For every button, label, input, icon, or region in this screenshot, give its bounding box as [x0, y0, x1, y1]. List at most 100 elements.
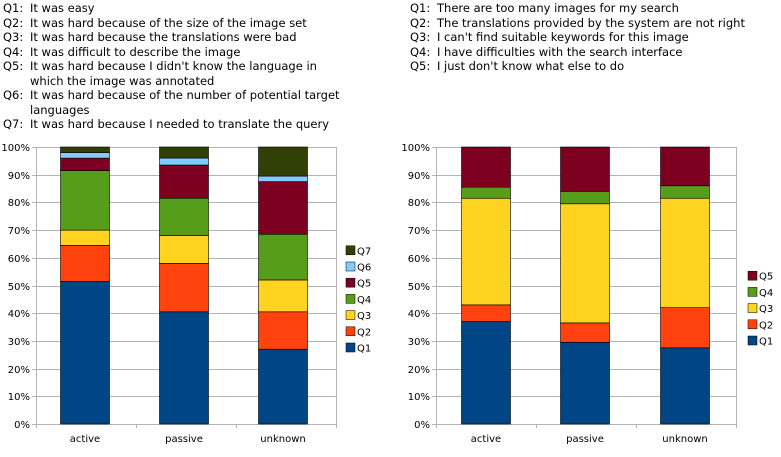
y-tick-label: 90% — [408, 171, 430, 182]
y-tick-label: 10% — [8, 392, 30, 403]
left-legend-item-key: Q6: — [3, 88, 24, 102]
bar-unknown-Q7 — [258, 146, 308, 177]
right-legend-item-key: Q1: — [410, 1, 431, 15]
x-category-label: unknown — [260, 434, 305, 445]
y-tick-label: 30% — [8, 337, 30, 348]
legend-label-Q7: Q7 — [357, 246, 371, 257]
legend-swatch-Q1 — [345, 342, 356, 353]
right-question-legend: Q1: There are too many images for my sear… — [410, 1, 780, 74]
bar-passive-Q2 — [159, 263, 209, 313]
left-legend-item-key: Q1: — [3, 1, 24, 15]
bar-unknown-Q1 — [258, 348, 308, 425]
y-tick-label: 20% — [8, 365, 30, 376]
bar-unknown-Q3 — [660, 197, 710, 308]
y-tick-label: 10% — [408, 392, 430, 403]
y-tick-label: 20% — [408, 365, 430, 376]
left-legend-item-text: It was hard because of the size of the i… — [30, 15, 307, 30]
bar-passive-Q4 — [159, 197, 209, 236]
bar-active-Q6 — [60, 152, 110, 159]
legend-swatch-Q1 — [747, 335, 758, 346]
left-question-legend: Q1: It was easy Q2: It was hard because of … — [3, 1, 348, 132]
bar-passive-Q5 — [159, 164, 209, 199]
right-legend-item-key: Q3: — [410, 30, 431, 44]
left-legend-item-key: Q2: — [3, 15, 24, 30]
left-legend-item-text: It was hard because of the number of pot… — [30, 88, 340, 117]
left-legend-item-4: Q4: It was difficult to describe the imag… — [3, 45, 348, 60]
left-legend-item-text: It was hard because the translations wer… — [30, 30, 297, 44]
bar-unknown-Q2 — [660, 307, 710, 349]
bar-unknown-Q5 — [258, 181, 308, 235]
bar-unknown-Q2 — [258, 311, 308, 350]
legend-swatch-Q7 — [345, 245, 356, 256]
right-legend-item-text: I just don't know what else to do — [437, 59, 625, 73]
bar-passive-Q5 — [560, 146, 610, 192]
y-tick-label: 60% — [408, 254, 430, 265]
bar-unknown-Q5 — [660, 146, 710, 187]
bar-active-Q2 — [461, 304, 511, 322]
x-category-label: active — [70, 434, 100, 445]
left-legend-item-2: Q2: It was hard because of the size of th… — [3, 16, 348, 31]
x-category-label: passive — [566, 434, 604, 445]
right-legend-item-key: Q2: — [410, 15, 431, 30]
y-tick-label: 90% — [8, 171, 30, 182]
bar-active-Q5 — [60, 157, 110, 171]
y-tick-label: 60% — [8, 254, 30, 265]
bar-active-Q7 — [60, 146, 110, 153]
bar-unknown-Q4 — [258, 233, 308, 281]
legend-label-Q3: Q3 — [759, 304, 773, 315]
y-tick-label: 80% — [8, 198, 30, 209]
left-legend-item-key: Q3: — [3, 30, 24, 44]
chart-1: 0% 10% 20% 30% 40% 50% 60% 70% 80% 90% 100% active p… — [1, 143, 371, 445]
bar-unknown-Q6 — [258, 175, 308, 182]
bar-active-Q1 — [461, 321, 511, 425]
legend-label-Q4: Q4 — [759, 288, 773, 299]
left-legend-item-text: It was easy — [30, 1, 95, 15]
left-legend-item-5: Q5: It was hard because I didn't know the… — [3, 59, 348, 88]
left-legend-item-3: Q3: It was hard because the translations … — [3, 30, 348, 45]
y-tick-label: 80% — [408, 198, 430, 209]
x-category-label: passive — [165, 434, 203, 445]
legend-label-Q2: Q2 — [759, 320, 773, 331]
legend-swatch-Q5 — [747, 270, 758, 281]
bar-passive-Q4 — [560, 191, 610, 205]
left-legend-item-key: Q5: — [3, 59, 24, 73]
bar-active-Q3 — [60, 229, 110, 246]
legend-swatch-Q3 — [747, 303, 758, 313]
bar-active-Q1 — [60, 281, 110, 425]
bar-passive-Q1 — [560, 341, 610, 425]
bar-active-Q4 — [461, 186, 511, 199]
bar-passive-Q2 — [560, 322, 610, 343]
legend-swatch-Q2 — [747, 319, 758, 330]
y-tick-label: 100% — [401, 143, 430, 154]
legend-label-Q1: Q1 — [759, 337, 773, 348]
left-legend-item-text: It was hard because I needed to translat… — [30, 117, 330, 131]
legend-label-Q1: Q1 — [357, 344, 371, 355]
legend-label-Q3: Q3 — [357, 311, 371, 322]
legend-swatch-Q3 — [345, 310, 356, 320]
right-legend-item-text: I can't find suitable keywords for this … — [437, 30, 689, 44]
y-tick-label: 70% — [408, 226, 430, 237]
bar-active-Q3 — [461, 197, 511, 306]
left-legend-item-key: Q4: — [3, 44, 24, 59]
left-legend-item-1: Q1: It was easy — [3, 1, 348, 16]
y-tick-label: 0% — [414, 420, 430, 431]
y-tick-label: 70% — [8, 226, 30, 237]
bar-passive-Q3 — [560, 203, 610, 324]
legend-swatch-Q6 — [345, 261, 356, 272]
legend-swatch-Q4 — [345, 294, 356, 304]
right-legend-item-5: Q5: I just don't know what else to do — [410, 59, 780, 74]
bar-active-Q2 — [60, 245, 110, 282]
right-legend-item-key: Q5: — [410, 59, 431, 73]
right-legend-item-key: Q4: — [410, 44, 431, 59]
y-tick-label: 40% — [8, 309, 30, 320]
left-legend-item-text: It was hard because I didn't know the la… — [30, 59, 317, 88]
legend-label-Q2: Q2 — [357, 327, 371, 338]
y-tick-label: 30% — [408, 337, 430, 348]
left-legend-item-key: Q7: — [3, 117, 24, 131]
left-legend-item-6: Q6: It was hard because of the number of … — [3, 88, 348, 117]
bar-unknown-Q1 — [660, 347, 710, 425]
bar-passive-Q3 — [159, 235, 209, 264]
bar-active-Q4 — [60, 170, 110, 231]
bar-passive-Q7 — [159, 146, 209, 159]
x-category-label: unknown — [662, 434, 707, 445]
